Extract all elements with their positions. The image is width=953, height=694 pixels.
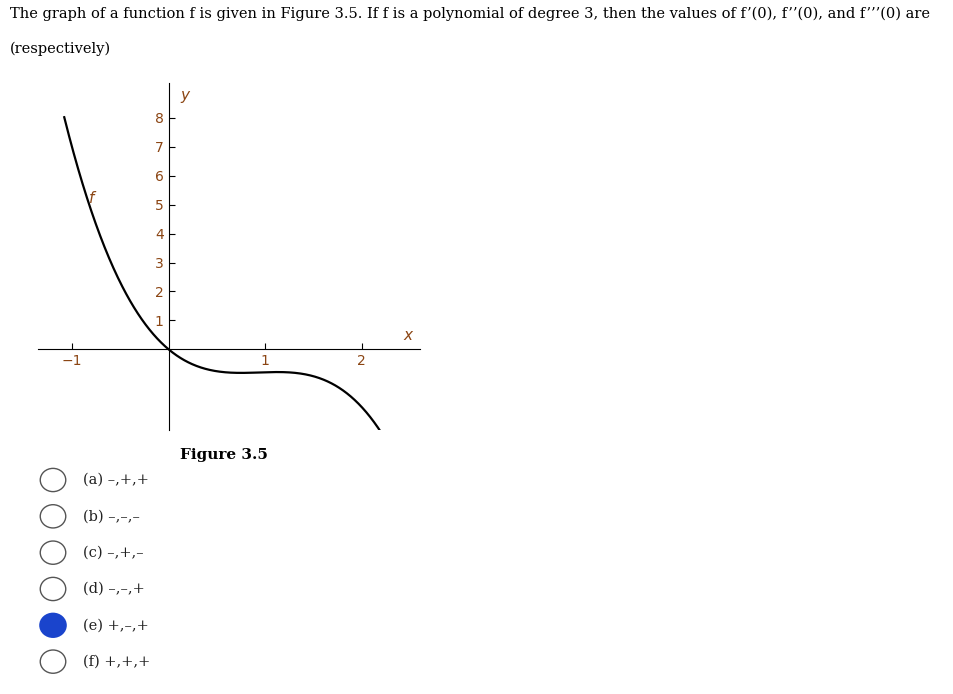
Text: Figure 3.5: Figure 3.5 bbox=[180, 448, 268, 462]
Text: (e) +,–,+: (e) +,–,+ bbox=[83, 618, 149, 632]
Text: (d) –,–,+: (d) –,–,+ bbox=[83, 582, 145, 596]
Text: (respectively): (respectively) bbox=[10, 42, 111, 56]
Text: f: f bbox=[90, 192, 94, 206]
Text: (b) –,–,–: (b) –,–,– bbox=[83, 509, 140, 523]
Ellipse shape bbox=[40, 613, 66, 637]
Text: y: y bbox=[180, 87, 189, 103]
Text: (a) –,+,+: (a) –,+,+ bbox=[83, 473, 149, 487]
Text: (c) –,+,–: (c) –,+,– bbox=[83, 545, 144, 559]
Text: x: x bbox=[402, 328, 412, 343]
Text: The graph of a function f is given in Figure 3.5. If f is a polynomial of degree: The graph of a function f is given in Fi… bbox=[10, 7, 928, 22]
Text: (f) +,+,+: (f) +,+,+ bbox=[83, 654, 151, 668]
